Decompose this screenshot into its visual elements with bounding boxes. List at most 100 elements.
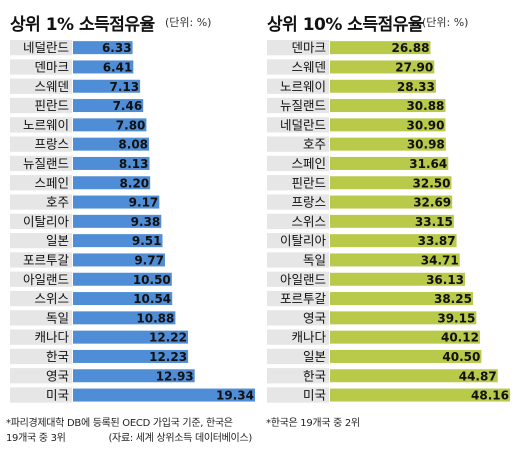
category-label-box (267, 136, 329, 152)
unit-label: (단위: %) (165, 16, 212, 29)
category-label: 프랑스 (291, 195, 326, 210)
value-label: 10.88 (136, 311, 174, 325)
value-label: 9.51 (132, 234, 162, 248)
category-label-box (267, 252, 329, 268)
value-label: 31.64 (409, 157, 447, 171)
top1-bar-chart: 네덜란드 6.33 덴마크 6.41 스웨덴 7.13 핀란드 7.46 노르웨이 7.80 프랑스… (10, 40, 255, 403)
category-label-box (267, 175, 329, 191)
category-label-box (10, 175, 72, 191)
bar (330, 330, 480, 344)
value-label: 36.13 (426, 273, 464, 287)
bar (73, 369, 195, 383)
chart-title: 상위 10% 소득점유율 (267, 15, 424, 35)
category-label-box (10, 271, 72, 287)
category-label: 덴마크 (34, 59, 69, 74)
bar (330, 60, 435, 74)
category-label: 스웨덴 (34, 79, 69, 94)
bar (73, 311, 176, 325)
category-label: 핀란드 (34, 98, 69, 113)
value-label: 33.15 (415, 215, 453, 229)
category-label: 독일 (303, 252, 326, 267)
category-label: 아일랜드 (280, 272, 326, 287)
value-label: 30.88 (406, 99, 444, 113)
footnote-right: *한국은 19개국 중 2위 (266, 416, 360, 431)
category-label-box (267, 155, 329, 172)
bar (330, 118, 446, 132)
value-label: 34.71 (421, 253, 459, 267)
category-label-box (10, 194, 72, 210)
top10-panel: 상위 10% 소득점유율 (단위: %) 덴마크 26.88 스웨덴 27.90 노르웨… (262, 0, 524, 453)
value-label: 7.80 (116, 118, 146, 132)
value-label: 10.50 (133, 273, 171, 287)
bar (73, 234, 163, 248)
bar (73, 292, 173, 306)
chart-title: 상위 1% 소득점유율 (10, 15, 155, 35)
category-label: 스페인 (34, 175, 69, 190)
category-label-box (10, 213, 72, 229)
category-label-box (267, 194, 329, 210)
bar (73, 349, 189, 363)
value-label: 8.20 (120, 176, 150, 190)
value-label: 44.87 (459, 369, 497, 383)
category-label-box (267, 329, 329, 345)
bar (73, 214, 162, 228)
bar (330, 214, 454, 228)
value-label: 6.33 (102, 41, 132, 55)
category-label: 뉴질랜드 (23, 156, 69, 171)
category-label-box (267, 97, 329, 114)
category-label: 한국 (303, 368, 326, 383)
category-label-box (267, 59, 329, 75)
category-label-box (10, 155, 72, 172)
bar (330, 388, 510, 402)
category-label: 포르투갈 (280, 291, 327, 306)
category-label: 네덜란드 (280, 117, 326, 132)
value-label: 32.50 (413, 176, 451, 190)
category-label: 독일 (46, 310, 69, 325)
value-label: 33.87 (418, 234, 456, 248)
category-label-box (267, 233, 329, 249)
category-label-box (10, 136, 72, 152)
value-label: 27.90 (395, 60, 433, 74)
category-label-box (267, 348, 329, 365)
value-label: 7.13 (109, 80, 139, 94)
value-label: 32.69 (413, 196, 451, 210)
bar (73, 176, 151, 190)
bar (330, 176, 452, 190)
bar (73, 195, 160, 209)
value-label: 28.33 (397, 80, 435, 94)
bar (330, 369, 498, 383)
category-label-box (10, 117, 72, 133)
category-label-box (267, 290, 329, 307)
category-label: 영국 (46, 368, 69, 383)
bar (73, 118, 147, 132)
footnote-left: *파리경제대학 DB에 등록된 OECD 가입국 기준, 한국은 19개국 중 … (6, 416, 252, 446)
category-label: 미국 (303, 388, 326, 403)
category-label: 일본 (46, 233, 69, 248)
category-label-box (267, 271, 329, 287)
category-label: 스웨덴 (291, 59, 326, 74)
category-label: 뉴질랜드 (280, 98, 326, 113)
category-label-box (267, 213, 329, 229)
category-label: 스위스 (34, 291, 69, 306)
value-label: 12.23 (149, 350, 187, 364)
bar (330, 195, 453, 209)
bar (73, 388, 255, 402)
category-label-box (10, 329, 72, 345)
value-label: 30.98 (407, 138, 445, 152)
value-label: 39.15 (437, 311, 475, 325)
source-note: (자료: 세계 상위소득 데이터베이스) (108, 433, 252, 444)
value-label: 9.17 (129, 196, 159, 210)
value-label: 6.41 (103, 60, 133, 74)
bar (330, 41, 431, 55)
value-label: 40.50 (442, 350, 480, 364)
bar (330, 311, 477, 325)
bar (330, 99, 446, 113)
value-label: 38.25 (434, 292, 472, 306)
bar (73, 156, 150, 170)
top10-bar-chart: 덴마크 26.88 스웨덴 27.90 노르웨이 28.33 뉴질랜드 30.88 네덜란드 30… (267, 40, 510, 403)
bar (330, 253, 460, 267)
value-label: 8.08 (118, 138, 148, 152)
bar (73, 41, 133, 55)
value-label: 8.13 (119, 157, 149, 171)
